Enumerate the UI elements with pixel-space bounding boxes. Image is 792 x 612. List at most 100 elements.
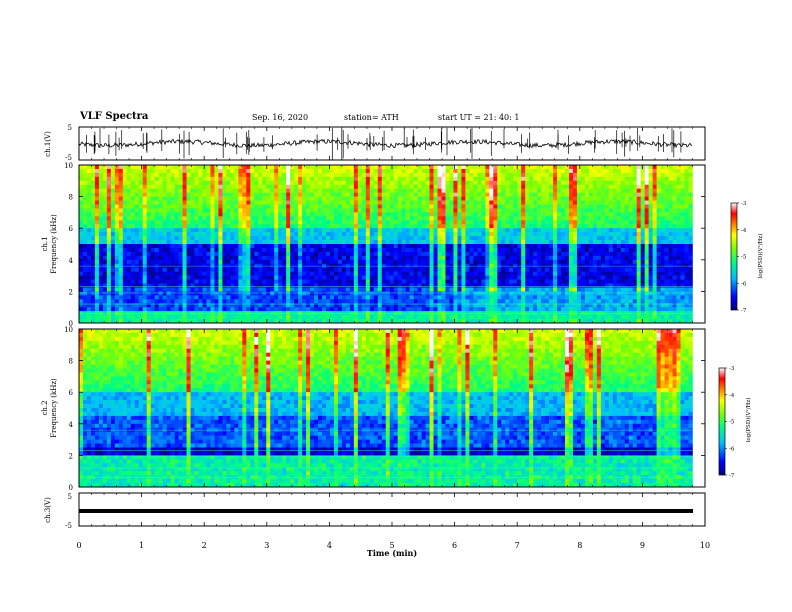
spectrogram-cell (318, 228, 323, 233)
spectrogram-cell (433, 216, 438, 221)
spectrogram-cell (258, 259, 263, 265)
spectrogram-cell (592, 220, 598, 225)
spectrogram-cell (461, 267, 466, 272)
spectrogram-cell (580, 244, 586, 249)
spectrogram-cell (274, 204, 279, 209)
spectrogram-cell (437, 212, 442, 217)
spectrogram-cell (186, 228, 191, 233)
spectrogram-cell (509, 220, 514, 225)
spectrogram-cell (628, 283, 634, 288)
spectrogram-cell (385, 240, 391, 245)
spectrogram-cell (561, 287, 566, 292)
spectrogram-cell (349, 204, 355, 209)
spectrogram-cell (214, 184, 219, 189)
spectrogram-cell (465, 232, 470, 237)
spectrogram-cell (453, 259, 458, 265)
spectrogram-cell (385, 180, 391, 186)
spectrogram-cell (616, 251, 622, 257)
spectrogram-cell (154, 204, 159, 209)
spectrogram-cell (441, 255, 446, 261)
spectrogram-cell (106, 208, 112, 213)
spectrogram-cell (246, 184, 251, 189)
spectrogram-cell (98, 184, 104, 189)
spectrogram-cell (90, 165, 96, 170)
spectrogram-cell (568, 236, 574, 241)
spectrogram-cell (485, 275, 490, 280)
spectrogram-cell (497, 168, 502, 174)
spectrogram-cell (242, 196, 247, 201)
spectrogram-cell (584, 224, 590, 229)
spectrogram-cell (174, 255, 179, 261)
spectrogram-cell (258, 236, 263, 241)
spectrogram-cell (258, 196, 263, 201)
spectrogram-cell (174, 240, 179, 245)
spectrogram-cell (684, 275, 689, 280)
spectrogram-cell (628, 267, 634, 272)
spectrogram-cell (469, 208, 474, 213)
spectrogram-cell (668, 224, 673, 229)
spectrogram-cell (214, 255, 219, 261)
spectrogram-cell (210, 208, 215, 213)
spectrogram-cell (628, 196, 634, 201)
spectrogram-cell (282, 184, 287, 189)
spectrogram-cell (122, 255, 128, 261)
spectrogram-cell (194, 244, 199, 249)
spectrogram-cell (596, 192, 602, 197)
spectrogram-cell (314, 200, 319, 205)
spectrogram-cell (373, 232, 379, 237)
spectrogram-cell (345, 259, 351, 265)
spectrogram-cell (94, 232, 100, 237)
spectrogram-cell (238, 232, 243, 237)
spectrogram-cell (218, 228, 223, 233)
spectrogram-cell (98, 251, 104, 257)
spectrogram-cell (86, 192, 92, 197)
spectrogram-cell (345, 232, 351, 237)
spectrogram-cell (620, 240, 626, 245)
spectrogram-cell (214, 172, 219, 178)
spectrogram-cell (608, 247, 614, 253)
spectrogram-cell (130, 279, 136, 284)
spectrogram-cell (306, 165, 311, 170)
spectrogram-cell (676, 224, 681, 229)
spectrogram-cell (294, 232, 299, 237)
spectrogram-cell (684, 220, 689, 225)
spectrogram-cell (170, 216, 175, 221)
spectrogram-cell (620, 188, 626, 193)
spectrogram-cell (130, 180, 136, 186)
spectrogram-cell (337, 244, 343, 249)
spectrogram-cell (473, 232, 478, 237)
spectrogram-cell (565, 275, 570, 280)
spectrogram-cell (664, 224, 669, 229)
spectrogram-cell (322, 216, 327, 221)
spectrogram-cell (389, 176, 394, 182)
spectrogram-cell (242, 244, 247, 249)
spectrogram-cell (592, 216, 598, 221)
spectrogram-cell (533, 224, 538, 229)
spectrogram-cell (118, 216, 124, 221)
spectrogram-cell (501, 271, 506, 276)
spectrogram-cell (409, 275, 414, 280)
spectrogram-cell (373, 216, 379, 221)
spectrogram-cell (616, 204, 622, 209)
spectrogram-cell (234, 279, 239, 284)
spectrogram-cell (521, 204, 526, 209)
spectrogram-cell (226, 165, 231, 170)
spectrogram-cell (501, 224, 506, 229)
spectrogram-cell (98, 283, 104, 288)
spectrogram-cell (648, 208, 653, 213)
spectrogram-cell (357, 172, 363, 178)
spectrogram-cell (584, 176, 590, 182)
spectrogram-cell (385, 251, 391, 257)
spectrogram-cell (138, 216, 144, 221)
spectrogram-cell (194, 204, 199, 209)
spectrogram-cell (194, 251, 199, 257)
spectrogram-cell (242, 184, 247, 189)
spectrogram-cell (182, 236, 187, 241)
spectrogram-cell (158, 279, 163, 284)
spectrogram-cell (588, 279, 594, 284)
spectrogram-cell (377, 168, 383, 174)
spectrogram-cell (497, 255, 502, 261)
spectrogram-cell (90, 220, 96, 225)
spectrogram-cell (652, 165, 657, 170)
spectrogram-cell (636, 255, 641, 261)
